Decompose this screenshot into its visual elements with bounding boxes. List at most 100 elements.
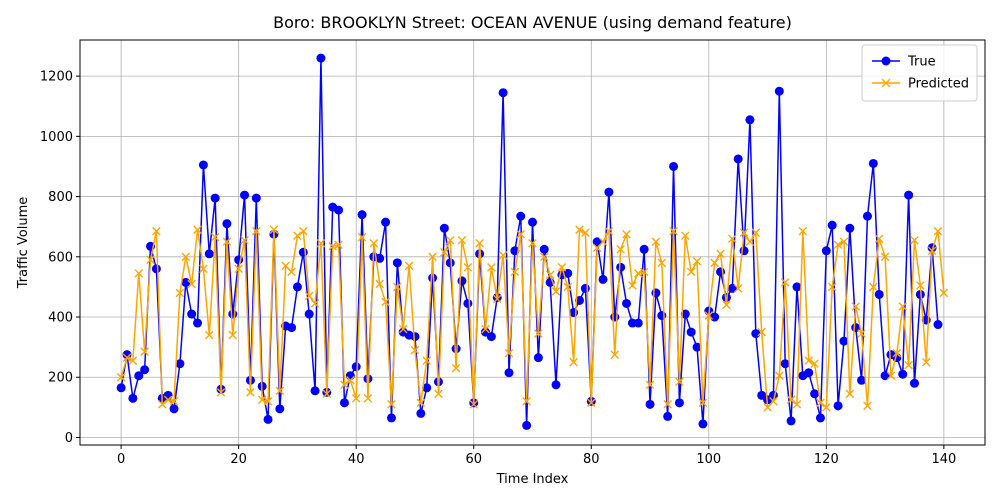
- data-point: [710, 258, 719, 268]
- data-point: [581, 228, 590, 238]
- data-point: [645, 380, 655, 390]
- data-point: [410, 345, 420, 355]
- data-point: [804, 356, 813, 365]
- data-point: [122, 353, 132, 362]
- data-point: [440, 247, 449, 257]
- data-point: [551, 380, 561, 390]
- data-point: [240, 235, 249, 245]
- data-point: [346, 375, 355, 385]
- data-point: [287, 267, 296, 277]
- legend-marker: [881, 78, 891, 88]
- data-point: [757, 327, 766, 337]
- data-point: [580, 283, 590, 293]
- data-point: [434, 389, 443, 399]
- data-point: [739, 228, 749, 238]
- data-point: [910, 235, 919, 245]
- y-axis-label: Traffic Volume: [16, 197, 31, 290]
- data-point: [381, 217, 391, 227]
- legend: True Predicted: [861, 44, 978, 102]
- data-point: [604, 187, 614, 197]
- x-tick-label: 0: [117, 452, 125, 467]
- legend-box: [861, 44, 978, 102]
- data-point: [422, 356, 432, 365]
- data-point: [298, 247, 308, 257]
- x-tick-label: 100: [696, 452, 721, 467]
- data-point: [921, 357, 931, 367]
- data-point: [551, 287, 561, 296]
- y-tick-label: 400: [48, 311, 73, 326]
- data-point: [445, 258, 455, 268]
- data-point: [275, 404, 285, 414]
- data-point: [375, 253, 385, 263]
- data-point: [657, 311, 667, 321]
- data-point: [251, 193, 261, 203]
- y-tick-label: 600: [48, 250, 73, 265]
- data-point: [592, 237, 602, 247]
- data-point: [669, 226, 678, 236]
- data-point: [792, 282, 802, 292]
- data-point: [586, 398, 596, 408]
- data-point: [428, 273, 438, 283]
- data-point: [422, 383, 432, 393]
- data-point: [416, 408, 426, 418]
- data-point: [351, 362, 361, 372]
- legend-label-predicted: Predicted: [908, 77, 969, 92]
- data-point: [528, 217, 537, 227]
- data-point: [669, 161, 679, 171]
- series-predicted: [116, 225, 949, 412]
- data-point: [475, 238, 484, 248]
- data-point: [187, 309, 197, 319]
- data-point: [369, 238, 379, 248]
- data-point: [534, 329, 543, 338]
- data-point: [645, 399, 655, 409]
- data-point: [827, 220, 837, 230]
- data-point: [733, 284, 743, 293]
- data-point: [134, 269, 144, 278]
- data-point: [363, 394, 373, 403]
- x-tick-label: 20: [230, 452, 247, 467]
- data-point: [657, 258, 667, 268]
- data-point: [639, 267, 649, 277]
- series-true: [116, 53, 943, 430]
- data-point: [728, 234, 737, 244]
- y-tick-label: 0: [65, 431, 73, 446]
- data-point: [116, 372, 126, 382]
- data-point: [510, 267, 520, 277]
- data-point: [833, 240, 843, 250]
- data-point: [169, 397, 179, 406]
- series-line-predicted: [120, 228, 945, 410]
- data-point: [386, 413, 396, 423]
- data-point: [152, 226, 161, 236]
- data-point: [933, 226, 943, 236]
- data-point: [428, 252, 437, 262]
- data-point: [204, 330, 214, 340]
- data-point: [528, 238, 537, 248]
- data-point: [675, 377, 684, 387]
- data-point: [651, 237, 661, 247]
- data-point: [269, 225, 279, 234]
- data-point: [909, 378, 919, 388]
- data-point: [816, 398, 825, 408]
- data-point: [146, 255, 155, 265]
- data-point: [745, 237, 755, 247]
- data-point: [598, 237, 608, 247]
- data-point: [293, 231, 302, 241]
- data-point: [545, 270, 555, 280]
- data-point: [481, 324, 490, 334]
- data-point: [898, 369, 908, 379]
- data-point: [651, 288, 661, 298]
- data-point: [557, 263, 567, 272]
- data-point: [128, 393, 138, 403]
- data-point: [381, 297, 390, 307]
- data-point: [340, 380, 349, 390]
- data-point: [663, 400, 672, 409]
- y-tick-label: 1200: [40, 70, 73, 85]
- data-point: [304, 291, 314, 301]
- data-point: [240, 190, 250, 200]
- data-point: [663, 411, 673, 421]
- data-point: [246, 388, 255, 397]
- x-tick-label: 40: [348, 452, 365, 467]
- data-point: [904, 190, 914, 200]
- data-point: [451, 363, 461, 373]
